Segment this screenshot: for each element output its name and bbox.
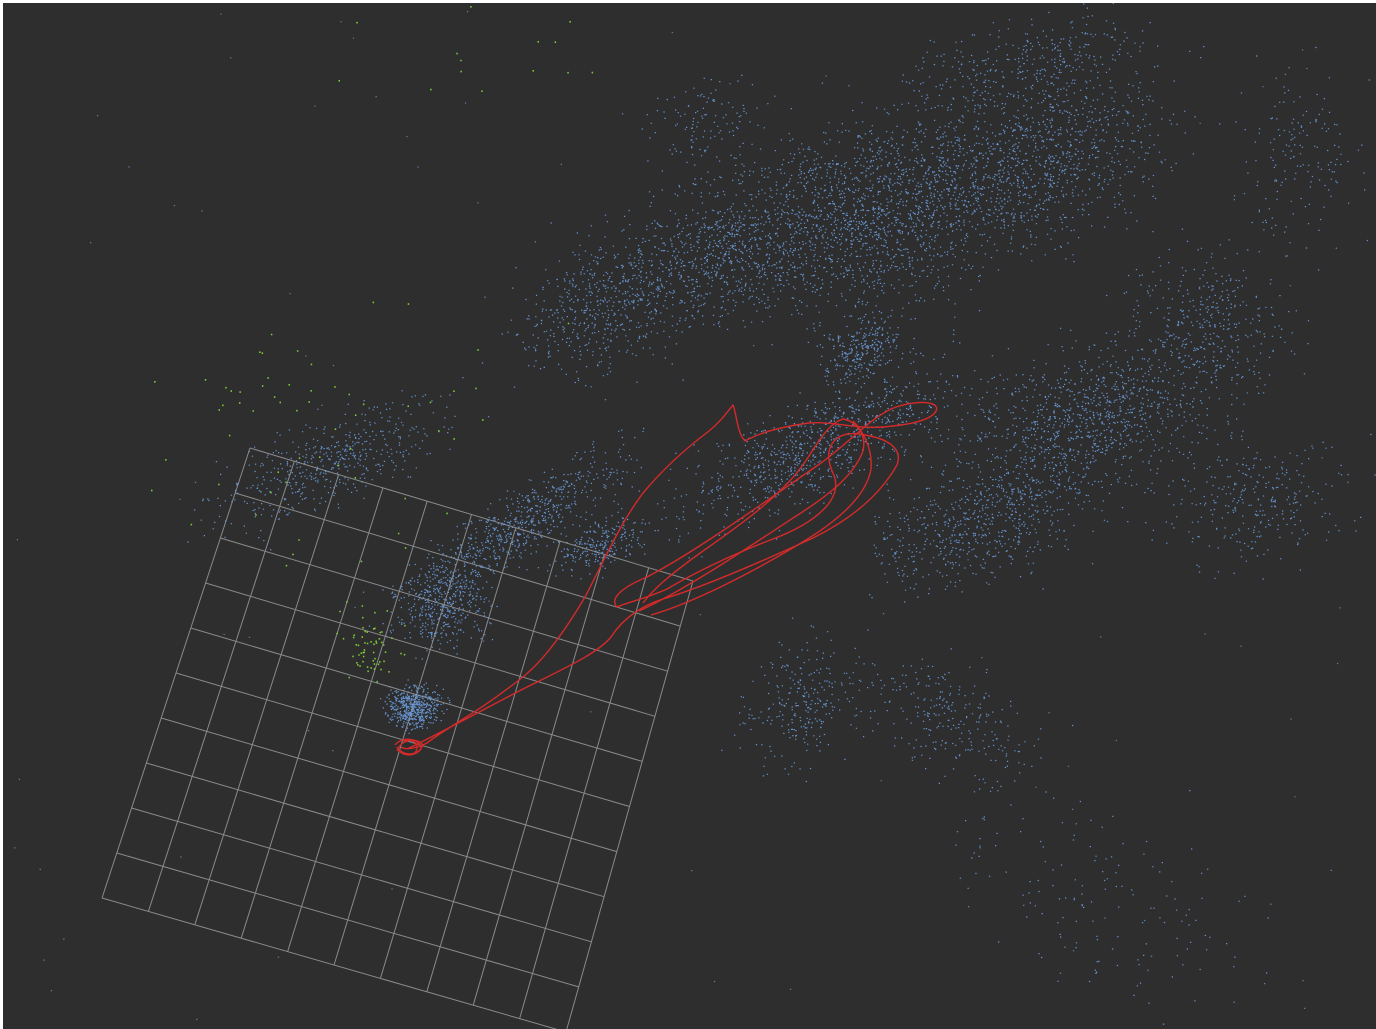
reference-points [151,6,594,683]
trajectory-cluster [394,738,424,756]
grid-line [146,762,605,898]
grid-line [235,492,681,627]
grid-line [566,580,694,1029]
camera-trajectory [394,401,938,756]
reference-point-cloud [151,6,594,683]
trajectory-loop-2 [650,420,872,616]
grid-line [101,897,558,1029]
map-points [187,3,1376,1025]
grid-line [249,447,694,582]
grid-line [161,717,617,853]
grid-line [131,807,592,943]
grid-line [116,852,579,988]
map-scene [14,3,1376,1029]
outlier-points [14,11,1341,1020]
trajectory-loop-1 [638,418,865,612]
map-point-cloud [14,3,1376,1025]
map-3d-viewport[interactable] [3,3,1376,1029]
grid-line [205,582,656,717]
grid-line [220,537,668,672]
trajectory-path [400,401,938,750]
ground-grid [101,447,694,1029]
